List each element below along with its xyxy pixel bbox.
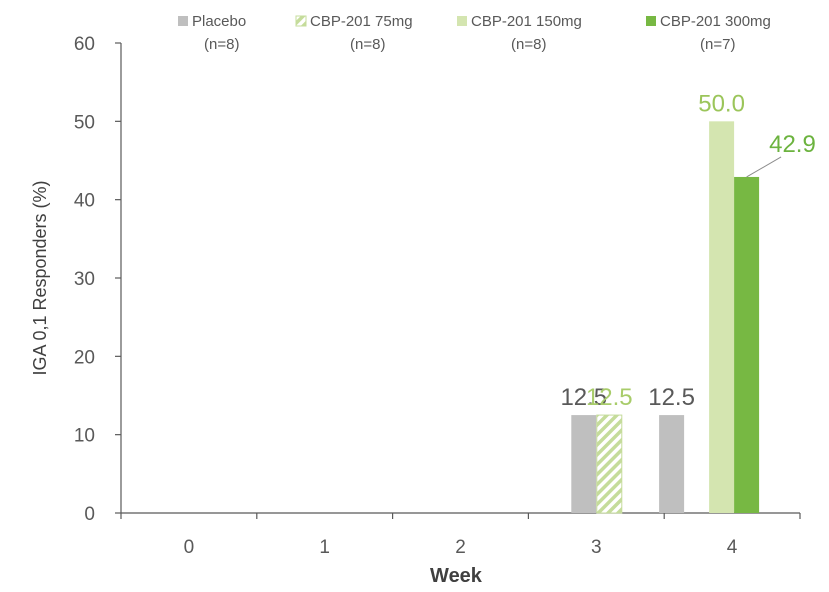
data-label: 12.5 xyxy=(560,384,607,411)
data-label: 12.5 xyxy=(648,384,695,411)
y-tick-label: 0 xyxy=(84,504,95,525)
x-axis-title: Week xyxy=(430,565,483,587)
y-tick-label: 20 xyxy=(74,347,95,368)
data-label: 50.0 xyxy=(698,90,745,117)
x-tick-label: 3 xyxy=(591,537,602,558)
bar-placebo-week-3 xyxy=(571,415,597,513)
y-tick-label: 10 xyxy=(74,426,95,447)
leader-line xyxy=(746,156,782,178)
x-tick-label: 1 xyxy=(319,537,330,558)
legend-label: Placebo xyxy=(192,13,246,30)
legend-n-label: (n=8) xyxy=(350,36,385,53)
legend-label: CBP-201 75mg xyxy=(310,13,413,30)
legend: Placebo (n=8) CBP-201 75mg (n=8) CBP-201 150… xyxy=(178,13,771,53)
bars xyxy=(571,121,760,514)
legend-n-label: (n=8) xyxy=(511,36,546,53)
legend-swatch xyxy=(178,16,188,26)
data-label: 42.9 xyxy=(769,131,816,158)
data-label: 12.5 xyxy=(586,384,633,411)
y-tick-label: 40 xyxy=(74,191,95,212)
bar-cbp-201-75mg-week-3 xyxy=(596,414,623,514)
legend-n-label: (n=7) xyxy=(700,36,735,53)
bar-cbp-201-300mg-week-4 xyxy=(734,176,760,513)
legend-label: CBP-201 150mg xyxy=(471,13,582,30)
bar-cbp-201-150mg-week-4 xyxy=(709,121,735,513)
bar-placebo-week-4 xyxy=(659,415,685,513)
axes: 0 10 20 30 40 50 60 0 1 2 3 4 xyxy=(74,34,801,558)
y-axis-title: IGA 0,1 Responders (%) xyxy=(30,180,50,375)
y-tick-label: 30 xyxy=(74,269,95,290)
legend-swatch xyxy=(646,16,656,26)
legend-n-label: (n=8) xyxy=(204,36,239,53)
x-tick-label: 0 xyxy=(184,537,195,558)
legend-swatch xyxy=(295,15,307,27)
legend-label: CBP-201 300mg xyxy=(660,13,771,30)
x-tick-label: 2 xyxy=(455,537,466,558)
x-tick-label: 4 xyxy=(727,537,738,558)
legend-swatch xyxy=(457,16,467,26)
y-tick-label: 50 xyxy=(74,112,95,133)
y-tick-label: 60 xyxy=(74,34,95,55)
data-labels: 12.512.5 12.550.042.9 xyxy=(560,90,815,411)
